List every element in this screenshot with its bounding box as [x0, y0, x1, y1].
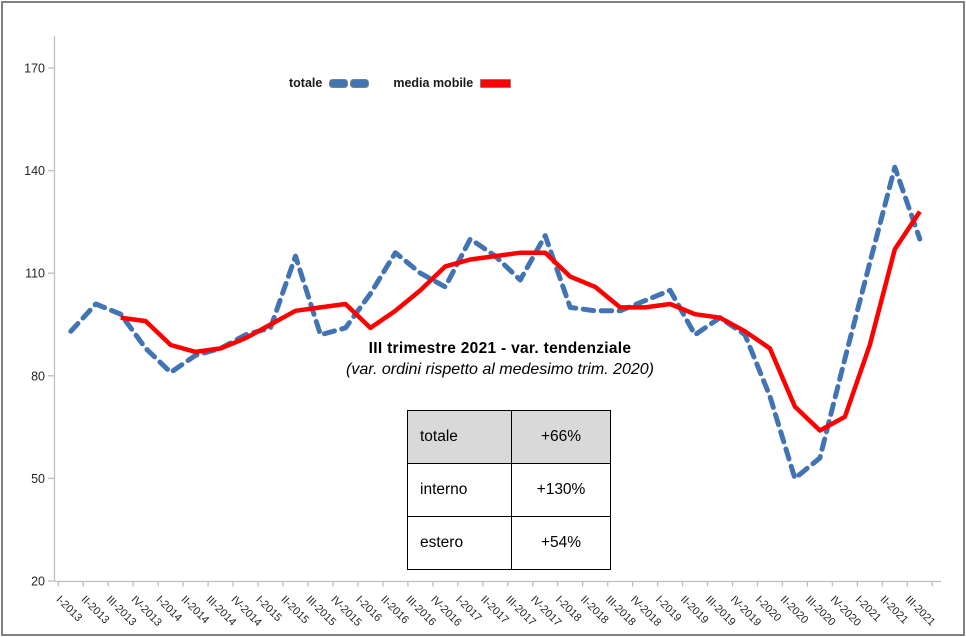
legend-dash-segment — [329, 78, 349, 88]
svg-text:50: 50 — [31, 472, 45, 486]
svg-text:170: 170 — [24, 62, 45, 76]
svg-text:80: 80 — [31, 369, 45, 383]
summary-table: totale +66% interno +130% estero +54% — [407, 410, 611, 570]
table-cell-value: +54% — [511, 516, 611, 570]
legend-dashed-line-icon — [329, 78, 371, 88]
table-row-totale: totale +66% — [407, 410, 611, 464]
legend-label-totale: totale — [289, 76, 323, 90]
chart-legend: totale media mobile — [289, 76, 512, 90]
legend-label-media-mobile: media mobile — [393, 76, 474, 90]
svg-text:I-2013: I-2013 — [54, 594, 85, 625]
svg-text:110: 110 — [25, 267, 45, 281]
legend-solid-line-icon — [480, 78, 512, 88]
table-row-interno: interno +130% — [407, 463, 611, 517]
table-cell-value: +130% — [511, 463, 611, 517]
annotation-subtitle: (var. ordini rispetto al medesimo trim. … — [346, 361, 654, 378]
table-cell-value: +66% — [511, 410, 611, 464]
table-cell-label: interno — [407, 463, 512, 517]
table-cell-label: totale — [407, 410, 512, 464]
svg-text:III-2021: III-2021 — [903, 594, 938, 629]
chart-annotation: III trimestre 2021 - var. tendenziale (v… — [250, 340, 750, 379]
table-row-estero: estero +54% — [407, 516, 611, 570]
table-cell-label: estero — [407, 516, 512, 570]
annotation-title: III trimestre 2021 - var. tendenziale — [368, 340, 632, 357]
svg-text:20: 20 — [31, 575, 45, 589]
legend-dash-segment — [350, 78, 370, 88]
svg-text:140: 140 — [24, 164, 45, 178]
